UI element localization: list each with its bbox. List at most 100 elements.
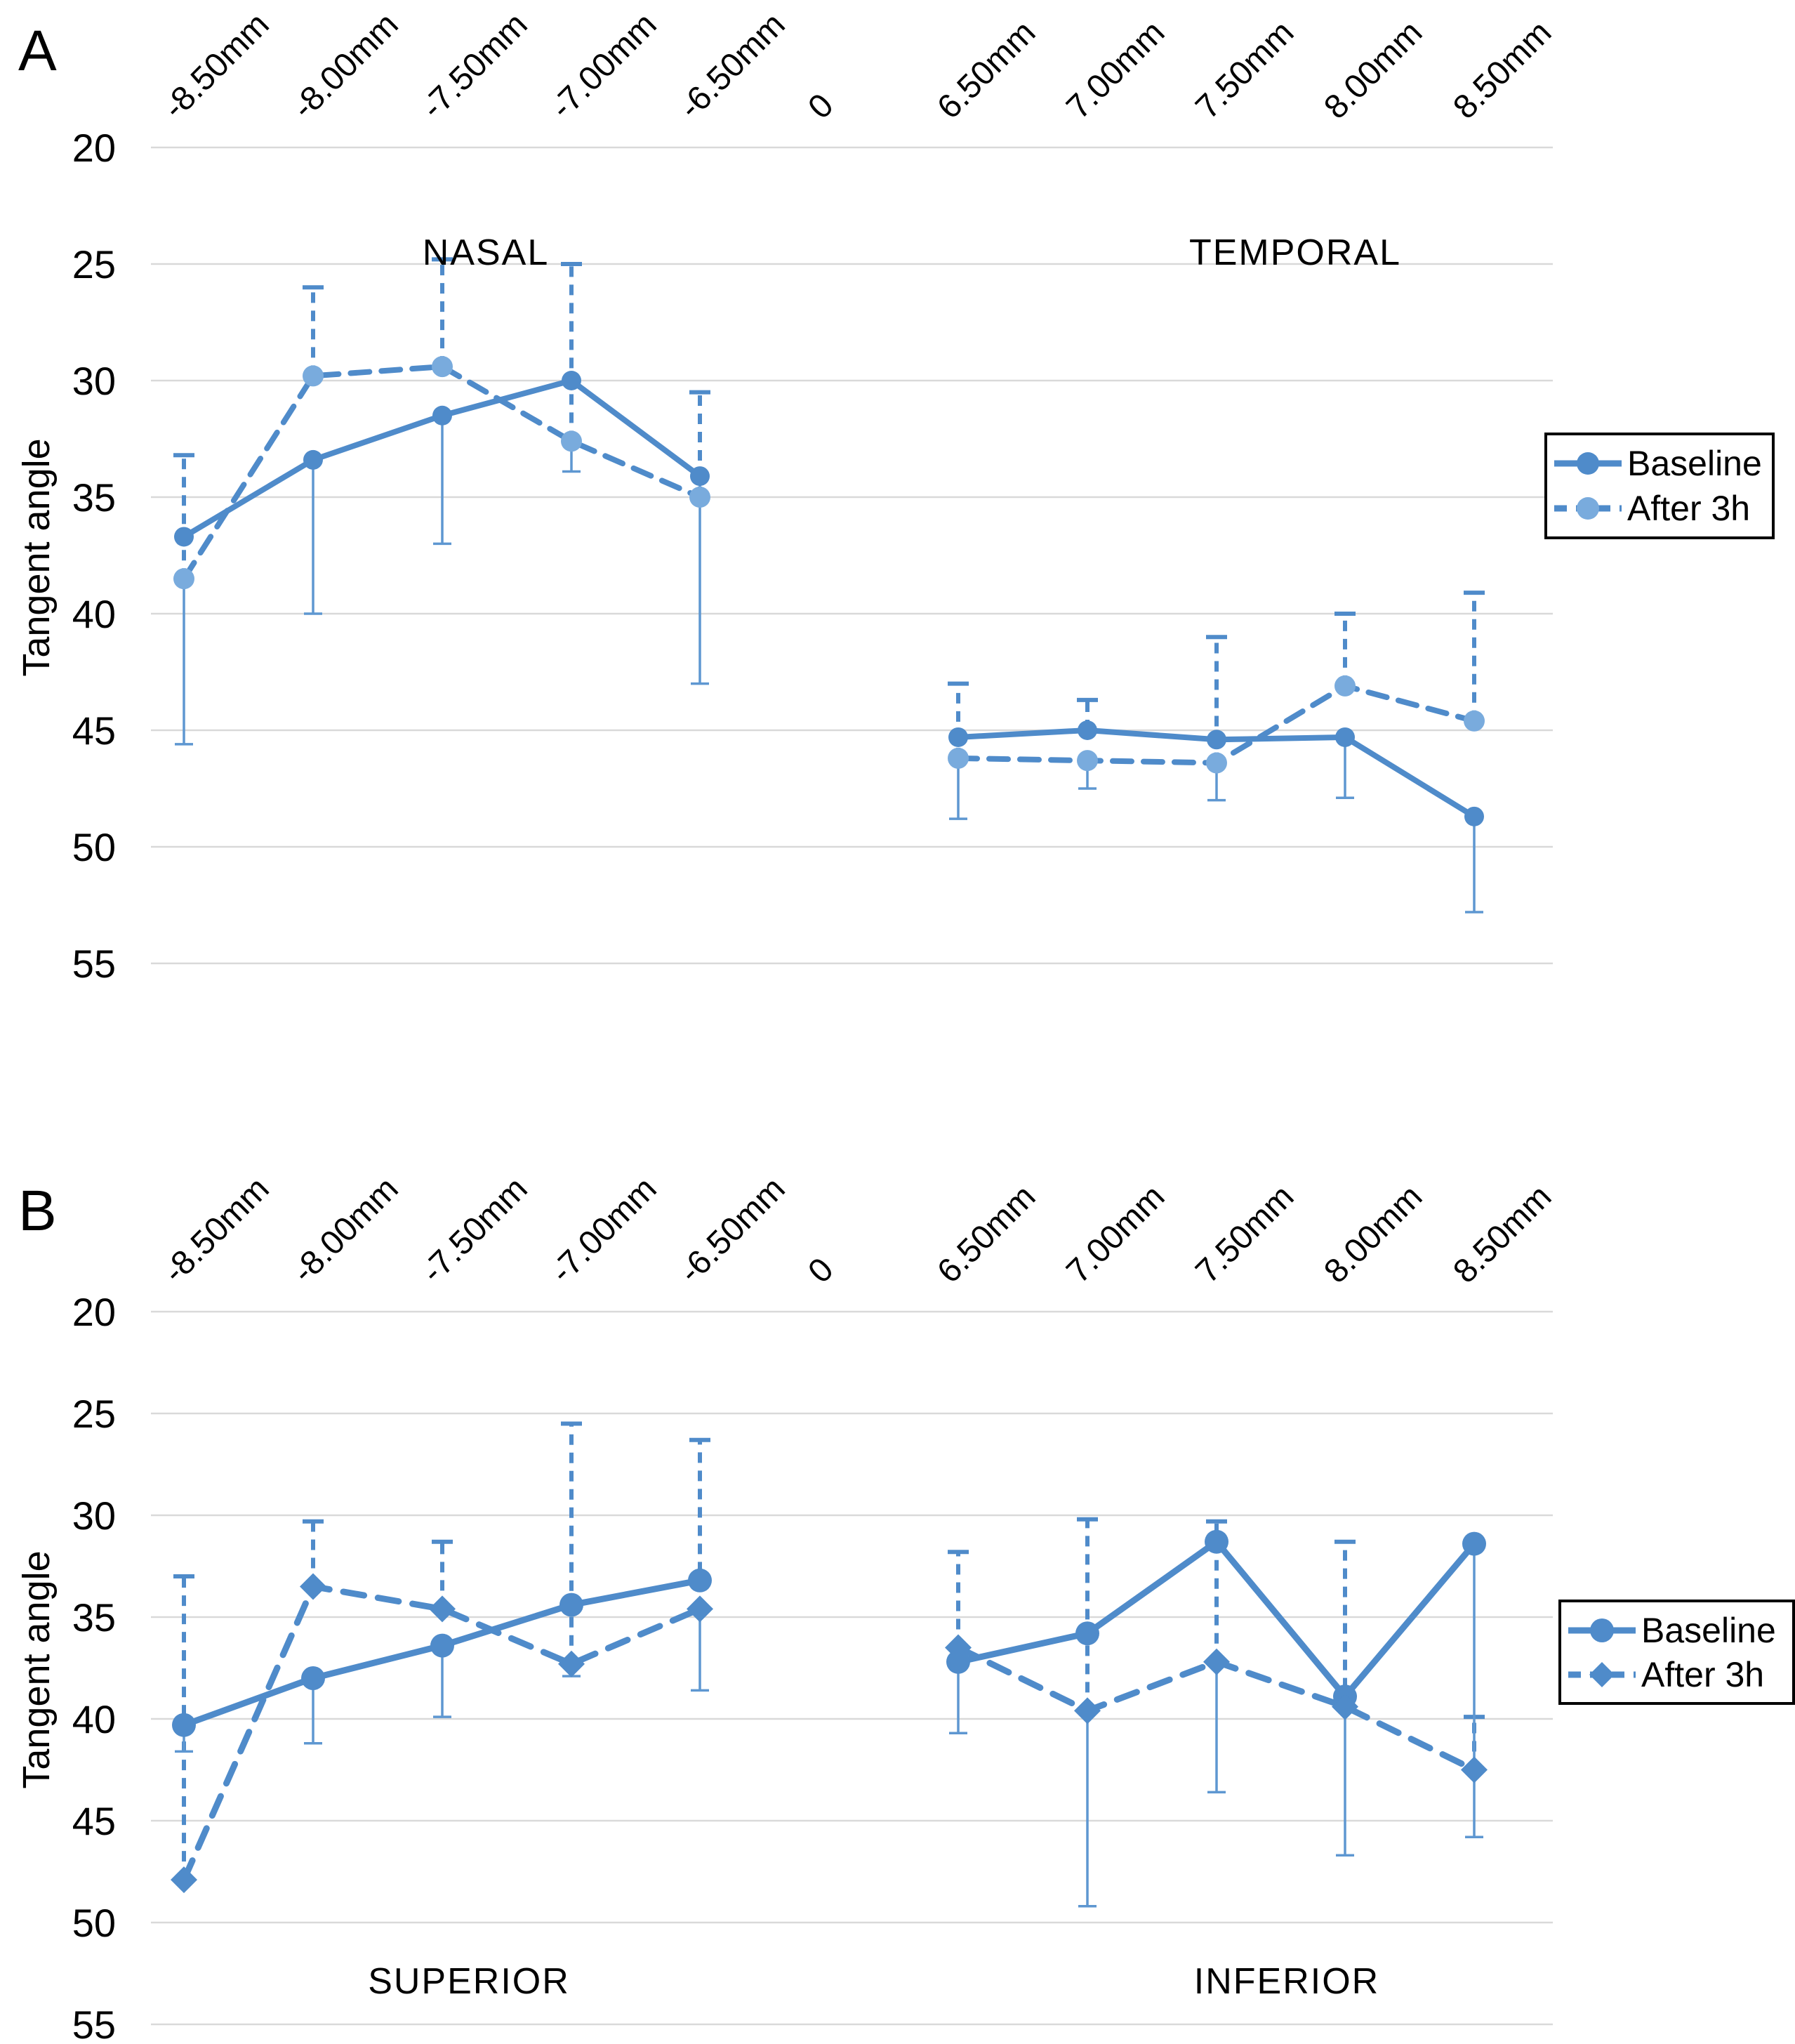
panel-a-y-axis-title: Tangent angle — [15, 438, 58, 677]
legend-label-baseline: Baseline — [1641, 1610, 1776, 1650]
x-tick-label: 7.00mm — [1059, 1178, 1172, 1291]
x-tick-label: 0 — [801, 1251, 840, 1290]
marker-after3h — [1077, 750, 1098, 772]
x-tick-label: -8.00mm — [285, 1170, 405, 1290]
marker-after3h — [1206, 752, 1227, 774]
marker-baseline — [559, 1593, 583, 1617]
marker-after3h — [300, 1573, 326, 1600]
x-tick-label: -7.00mm — [543, 6, 663, 126]
y-tick-label: 25 — [72, 1392, 116, 1436]
marker-after3h — [1332, 1693, 1358, 1720]
after3h-dashed-circle-icon — [1554, 497, 1622, 520]
y-tick-label: 55 — [72, 942, 116, 986]
marker-after3h — [1334, 675, 1356, 697]
y-tick-label: 45 — [72, 708, 116, 753]
y-tick-label: 50 — [72, 1901, 116, 1945]
legend-panel-a: Baseline After 3h — [1544, 433, 1775, 539]
x-tick-label: 8.50mm — [1446, 1178, 1558, 1291]
x-tick-label: -7.50mm — [414, 1170, 534, 1290]
marker-after3h — [173, 568, 194, 590]
x-tick-label: -7.00mm — [543, 1170, 663, 1290]
panel-b-letter: B — [18, 1179, 57, 1243]
region-label-inferior: INFERIOR — [1193, 1961, 1380, 2002]
x-tick-label: 6.50mm — [930, 14, 1042, 126]
marker-baseline — [690, 466, 710, 487]
marker-baseline — [688, 1568, 712, 1593]
x-tick-label: -6.50mm — [672, 1170, 792, 1290]
legend-item-baseline: Baseline — [1553, 442, 1766, 484]
marker-after3h — [558, 1650, 585, 1677]
baseline-line-circle-icon — [1554, 452, 1622, 475]
marker-after3h — [948, 747, 969, 769]
legend-label-after3h: After 3h — [1627, 489, 1751, 528]
panel-a-letter: A — [18, 19, 57, 83]
region-label-nasal: NASAL — [422, 232, 550, 273]
x-tick-label: -8.00mm — [285, 6, 405, 126]
marker-baseline — [301, 1666, 325, 1690]
marker-after3h — [171, 1866, 197, 1894]
marker-baseline — [946, 1649, 970, 1674]
legend-label-baseline: Baseline — [1627, 444, 1762, 483]
legend-item-baseline: Baseline — [1567, 1609, 1787, 1651]
x-tick-label: -7.50mm — [414, 6, 534, 126]
x-tick-label: -8.50mm — [156, 6, 276, 126]
x-tick-label: -8.50mm — [156, 1170, 276, 1290]
region-label-superior: SUPERIOR — [368, 1961, 570, 2002]
marker-baseline — [430, 1633, 454, 1658]
x-tick-label: 0 — [801, 86, 840, 126]
baseline-line-circle-icon — [1568, 1618, 1636, 1642]
x-tick-label: 8.50mm — [1446, 14, 1558, 126]
marker-baseline — [174, 527, 194, 547]
marker-after3h — [689, 487, 710, 508]
marker-baseline — [948, 727, 968, 747]
y-tick-label: 40 — [72, 592, 116, 636]
y-tick-label: 35 — [72, 1595, 116, 1640]
marker-after3h — [429, 1595, 456, 1623]
marker-baseline — [1207, 730, 1226, 750]
x-tick-label: 6.50mm — [930, 1178, 1042, 1291]
y-tick-label: 50 — [72, 825, 116, 869]
x-tick-label: 8.00mm — [1317, 14, 1429, 126]
y-tick-label: 55 — [72, 2003, 116, 2044]
y-tick-label: 20 — [72, 126, 116, 170]
marker-baseline — [1078, 720, 1097, 740]
marker-baseline — [1462, 1531, 1486, 1556]
marker-after3h — [1461, 1756, 1488, 1783]
legend-label-after3h: After 3h — [1641, 1654, 1765, 1694]
panel-b-y-axis-title: Tangent angle — [15, 1550, 58, 1789]
x-tick-label: 8.00mm — [1317, 1178, 1429, 1291]
marker-baseline — [1464, 806, 1484, 826]
y-tick-label: 40 — [72, 1697, 116, 1741]
marker-after3h — [1074, 1697, 1101, 1725]
marker-after3h — [687, 1595, 713, 1623]
series-after3h-line — [180, 1583, 703, 1883]
marker-baseline — [1075, 1621, 1099, 1646]
y-tick-label: 35 — [72, 475, 116, 520]
marker-after3h — [945, 1634, 972, 1661]
marker-baseline — [1205, 1529, 1228, 1554]
marker-baseline — [172, 1713, 196, 1737]
marker-after3h — [1203, 1648, 1230, 1675]
marker-baseline — [562, 371, 581, 390]
x-tick-label: 7.50mm — [1188, 1178, 1301, 1291]
y-tick-label: 25 — [72, 242, 116, 286]
after3h-dashed-diamond-icon — [1568, 1661, 1636, 1687]
marker-after3h — [303, 365, 324, 387]
x-tick-label: -6.50mm — [672, 6, 792, 126]
y-tick-label: 30 — [72, 359, 116, 403]
marker-baseline — [303, 449, 323, 470]
y-tick-label: 20 — [72, 1290, 116, 1334]
marker-baseline — [432, 405, 452, 426]
legend-panel-b: Baseline After 3h — [1558, 1600, 1795, 1705]
x-tick-label: 7.00mm — [1059, 14, 1172, 126]
marker-after3h — [432, 356, 453, 378]
region-label-temporal: TEMPORAL — [1188, 232, 1402, 273]
marker-after3h — [1464, 710, 1485, 732]
marker-baseline — [1335, 727, 1355, 747]
y-tick-label: 30 — [72, 1494, 116, 1538]
legend-item-after3h: After 3h — [1553, 487, 1766, 529]
x-tick-label: 7.50mm — [1188, 14, 1301, 126]
y-tick-label: 45 — [72, 1799, 116, 1843]
